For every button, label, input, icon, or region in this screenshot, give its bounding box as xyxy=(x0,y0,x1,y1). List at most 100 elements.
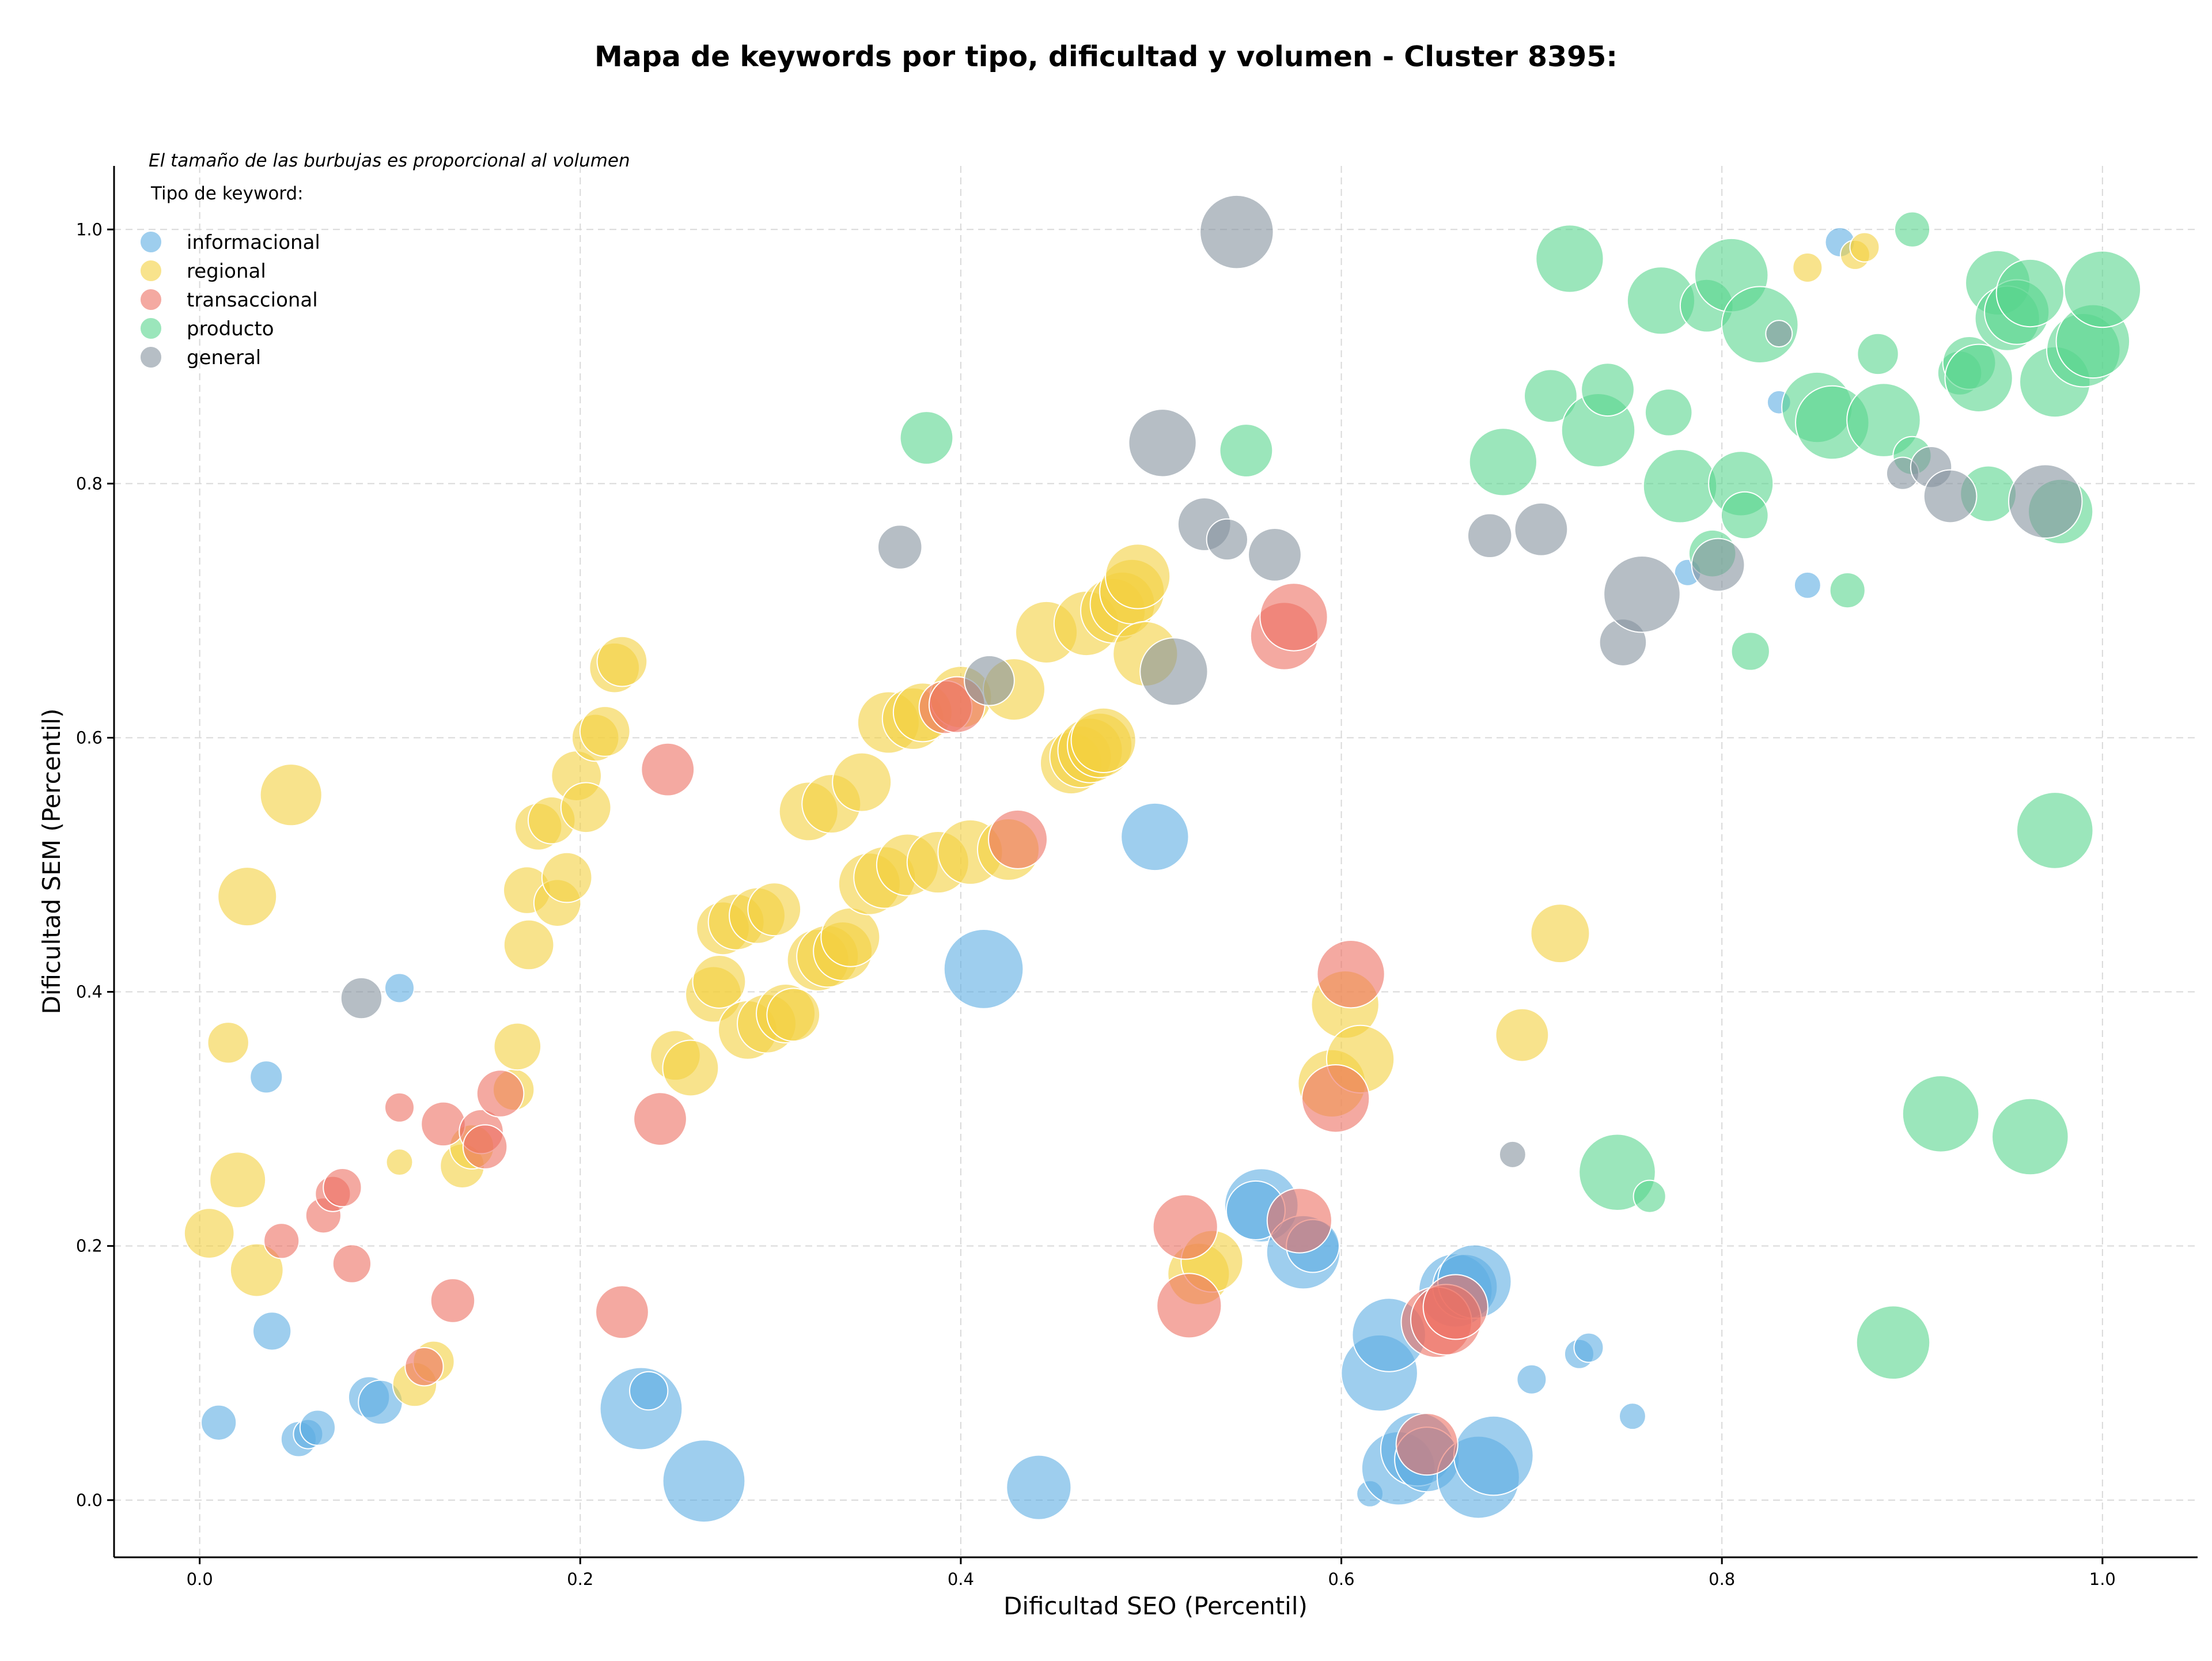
bubble-general[interactable] xyxy=(1199,194,1274,270)
bubble-transaccional[interactable] xyxy=(332,1244,372,1284)
bubble-general[interactable] xyxy=(1765,320,1793,348)
bubble-regional[interactable] xyxy=(1792,252,1823,283)
bubble-regional[interactable] xyxy=(385,1148,414,1176)
bubble-producto[interactable] xyxy=(1730,631,1770,671)
bubble-transaccional[interactable] xyxy=(421,1101,466,1147)
bubble-transaccional[interactable] xyxy=(263,1223,300,1259)
bubble-transaccional[interactable] xyxy=(1395,1413,1459,1476)
bubble-transaccional[interactable] xyxy=(1301,1064,1370,1133)
bubble-regional[interactable] xyxy=(1105,543,1171,610)
bubble-informacional[interactable] xyxy=(1573,1332,1604,1363)
bubble-regional[interactable] xyxy=(832,752,892,812)
bubble-informacional[interactable] xyxy=(1120,802,1190,872)
bubble-general[interactable] xyxy=(1139,637,1209,706)
bubble-regional[interactable] xyxy=(579,706,631,757)
bubble-informacional[interactable] xyxy=(384,973,415,1004)
bubble-general[interactable] xyxy=(964,654,1015,706)
bubble-producto[interactable] xyxy=(1633,1179,1666,1213)
bubble-producto[interactable] xyxy=(1857,332,1899,376)
bubble-informacional[interactable] xyxy=(249,1060,283,1094)
bubble-producto[interactable] xyxy=(1581,362,1635,417)
bubble-regional[interactable] xyxy=(766,987,821,1042)
bubble-regional[interactable] xyxy=(259,763,323,827)
bubble-transaccional[interactable] xyxy=(1422,1274,1488,1340)
bubble-informacional[interactable] xyxy=(629,1371,669,1411)
bubble-transaccional[interactable] xyxy=(633,1092,687,1147)
legend-marker-regional xyxy=(139,259,162,282)
bubble-producto[interactable] xyxy=(1846,383,1921,457)
bubble-informacional[interactable] xyxy=(662,1439,746,1523)
bubble-general[interactable] xyxy=(1514,502,1569,557)
bubble-regional[interactable] xyxy=(1495,1008,1550,1062)
bubble-transaccional[interactable] xyxy=(641,742,695,797)
bubble-producto[interactable] xyxy=(1995,258,2065,328)
bubble-general[interactable] xyxy=(1603,555,1681,633)
bubble-regional[interactable] xyxy=(747,882,802,937)
bubble-informacional[interactable] xyxy=(1516,1364,1547,1395)
bubble-general[interactable] xyxy=(1691,538,1745,592)
bubble-transaccional[interactable] xyxy=(1259,582,1328,652)
bubble-general[interactable] xyxy=(1467,513,1513,559)
bubble-general[interactable] xyxy=(1206,518,1249,561)
bubble-informacional[interactable] xyxy=(252,1311,292,1351)
bubble-regional[interactable] xyxy=(229,1243,284,1297)
bubble-producto[interactable] xyxy=(899,411,954,465)
bubble-transaccional[interactable] xyxy=(323,1168,362,1208)
bubble-producto[interactable] xyxy=(1829,572,1866,609)
bubble-informacional[interactable] xyxy=(299,1409,336,1446)
bubble-regional[interactable] xyxy=(820,907,881,967)
bubble-informacional[interactable] xyxy=(1006,1454,1072,1520)
bubble-regional[interactable] xyxy=(1070,707,1137,773)
bubble-informacional[interactable] xyxy=(943,929,1024,1009)
bubble-general[interactable] xyxy=(1128,408,1197,478)
bubble-transaccional[interactable] xyxy=(430,1278,476,1323)
bubble-producto[interactable] xyxy=(1535,224,1604,293)
bubble-general[interactable] xyxy=(2008,464,2083,539)
bubble-producto[interactable] xyxy=(1524,369,1578,423)
bubble-producto[interactable] xyxy=(1902,1074,1980,1153)
bubble-producto[interactable] xyxy=(2016,792,2094,869)
bubble-regional[interactable] xyxy=(541,852,593,903)
bubble-informacional[interactable] xyxy=(200,1404,237,1441)
bubble-transaccional[interactable] xyxy=(476,1069,525,1118)
bubble-transaccional[interactable] xyxy=(1316,940,1385,1009)
bubble-producto[interactable] xyxy=(1642,449,1718,524)
bubble-producto[interactable] xyxy=(1721,491,1769,540)
bubble-regional[interactable] xyxy=(1849,232,1880,263)
bubble-general[interactable] xyxy=(340,977,383,1020)
bubble-regional[interactable] xyxy=(596,635,648,687)
bubble-regional[interactable] xyxy=(217,867,278,927)
bubble-regional[interactable] xyxy=(183,1208,235,1259)
bubble-producto[interactable] xyxy=(1991,1098,2069,1176)
bubble-transaccional[interactable] xyxy=(404,1347,444,1387)
bubble-regional[interactable] xyxy=(662,1039,719,1097)
bubble-informacional[interactable] xyxy=(1453,1415,1534,1496)
bubble-transaccional[interactable] xyxy=(462,1124,508,1170)
bubble-general[interactable] xyxy=(1498,1140,1527,1168)
bubble-producto[interactable] xyxy=(1468,427,1537,497)
bubble-transaccional[interactable] xyxy=(384,1092,415,1123)
bubble-regional[interactable] xyxy=(207,1021,249,1064)
bubble-regional[interactable] xyxy=(1530,903,1590,964)
bubble-regional[interactable] xyxy=(209,1151,267,1209)
bubble-informacional[interactable] xyxy=(1619,1402,1646,1431)
bubble-general[interactable] xyxy=(1248,527,1302,582)
bubble-producto[interactable] xyxy=(2063,250,2142,328)
bubble-transaccional[interactable] xyxy=(595,1285,649,1340)
bubble-producto[interactable] xyxy=(1855,1305,1931,1380)
bubble-informacional[interactable] xyxy=(1793,571,1821,599)
bubble-transaccional[interactable] xyxy=(1152,1194,1218,1260)
bubble-transaccional[interactable] xyxy=(1266,1187,1332,1254)
bubble-transaccional[interactable] xyxy=(988,809,1048,869)
bubble-producto[interactable] xyxy=(1893,211,1931,248)
bubble-regional[interactable] xyxy=(560,782,612,834)
bubble-general[interactable] xyxy=(1923,469,1978,524)
bubble-regional[interactable] xyxy=(503,919,555,971)
bubble-producto[interactable] xyxy=(1644,388,1693,437)
bubble-regional[interactable] xyxy=(493,1022,542,1071)
bubble-producto[interactable] xyxy=(1944,343,2013,413)
bubble-transaccional[interactable] xyxy=(1156,1273,1222,1339)
bubble-regional[interactable] xyxy=(692,955,747,1009)
bubble-producto[interactable] xyxy=(1219,423,1274,478)
bubble-general[interactable] xyxy=(877,524,923,570)
